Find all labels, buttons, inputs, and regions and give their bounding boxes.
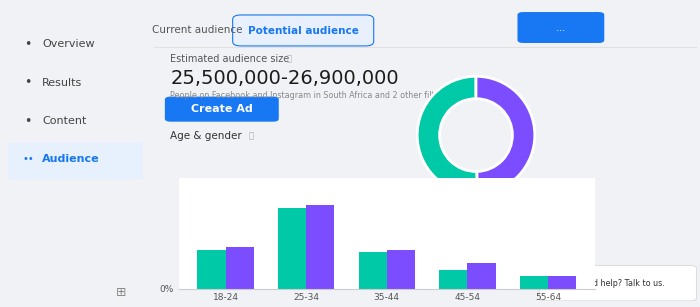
Text: •: • xyxy=(25,38,32,51)
Text: ••: •• xyxy=(22,154,34,164)
Text: Potential audience: Potential audience xyxy=(248,25,358,36)
Text: Current audience: Current audience xyxy=(152,25,243,35)
Text: Overview: Overview xyxy=(42,40,95,49)
Bar xyxy=(386,250,415,289)
Text: ⊞: ⊞ xyxy=(116,286,127,298)
Text: Results: Results xyxy=(42,78,83,88)
Text: Audience: Audience xyxy=(42,154,100,164)
Text: People on Facebook and Instagram in South Africa and 2 other filters selected: People on Facebook and Instagram in Sout… xyxy=(170,91,484,100)
Text: ⚫: ⚫ xyxy=(552,278,561,288)
FancyBboxPatch shape xyxy=(8,142,143,179)
Text: Content: Content xyxy=(42,116,87,126)
Text: Need help? Talk to us.: Need help? Talk to us. xyxy=(577,279,664,288)
Text: Estimated audience size: Estimated audience size xyxy=(170,54,290,64)
FancyBboxPatch shape xyxy=(539,266,696,301)
Text: ⓘ: ⓘ xyxy=(249,131,254,140)
Text: ...: ... xyxy=(550,23,572,33)
FancyBboxPatch shape xyxy=(232,15,374,46)
Text: 25,500,000-26,900,000: 25,500,000-26,900,000 xyxy=(170,69,399,88)
Wedge shape xyxy=(417,76,477,194)
FancyBboxPatch shape xyxy=(517,12,604,43)
Bar xyxy=(306,205,335,289)
FancyBboxPatch shape xyxy=(165,97,279,122)
Bar xyxy=(519,276,548,289)
Bar xyxy=(468,262,496,289)
Text: Create Ad: Create Ad xyxy=(191,104,253,114)
Bar xyxy=(548,276,576,289)
Text: Age & gender: Age & gender xyxy=(170,131,242,141)
Text: ⓘ: ⓘ xyxy=(287,54,292,63)
Bar xyxy=(439,270,468,289)
Bar xyxy=(358,252,386,289)
Text: •: • xyxy=(25,76,32,89)
Bar xyxy=(278,208,306,289)
Bar xyxy=(197,250,225,289)
Text: •: • xyxy=(25,115,32,128)
Bar xyxy=(225,247,254,289)
Wedge shape xyxy=(476,76,535,194)
